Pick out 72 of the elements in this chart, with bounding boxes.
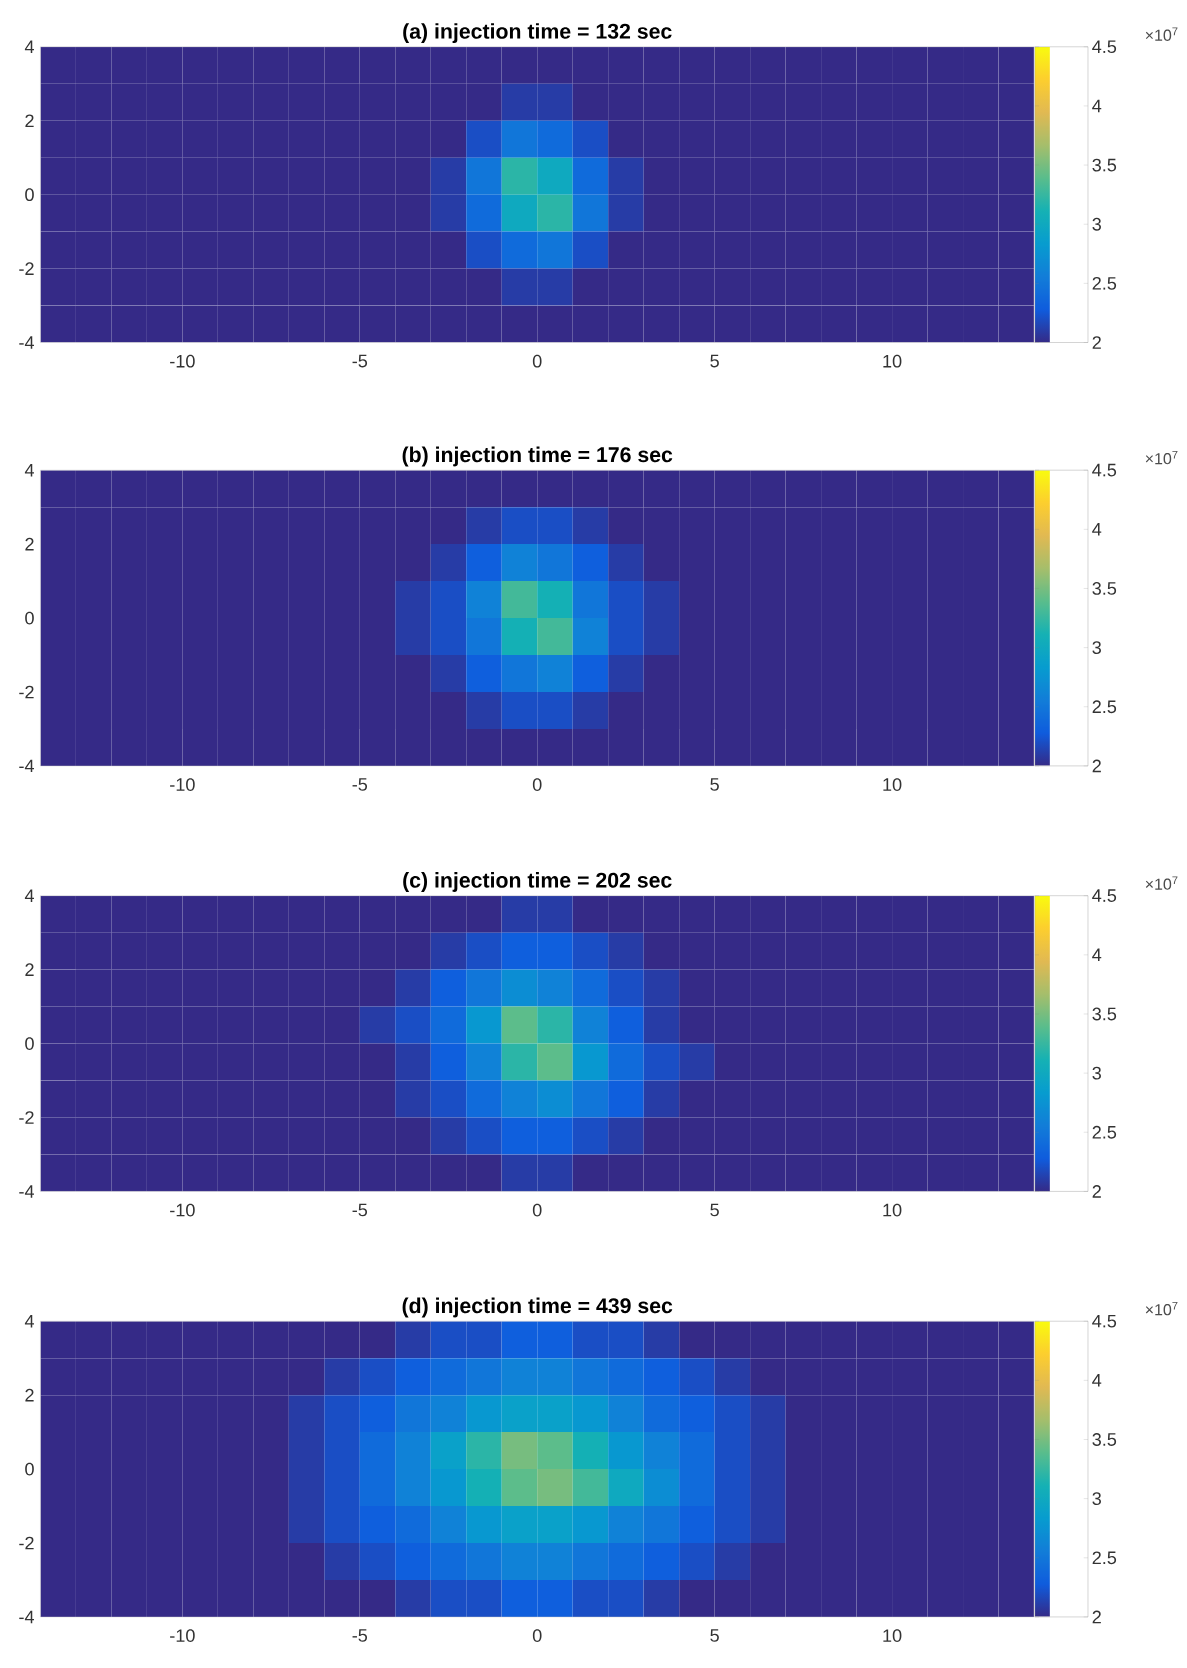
y-tick-label: -2: [19, 262, 34, 275]
color-bar-label: 3.5: [1092, 1433, 1117, 1446]
text: ×10$^{7}$: [1145, 450, 1178, 465]
color-bar-label: 3: [1092, 1492, 1101, 1506]
color-bar-label: 4: [1092, 99, 1102, 113]
x-tick-label: -5: [352, 1629, 367, 1642]
y-tick-label: -2: [19, 1111, 34, 1124]
color-bar-label: 2: [1092, 759, 1101, 773]
x-tick-label: 5: [710, 1203, 719, 1217]
x-tick-label: -10: [170, 354, 195, 368]
y-tick-label: 4: [24, 889, 34, 902]
y-tick-label: -4: [19, 1185, 34, 1198]
y-tick-label: 0: [25, 1462, 34, 1476]
y-tick-label: -2: [19, 685, 34, 699]
color-bar-label: 2: [1092, 1185, 1101, 1198]
chart-title: (b) injection time = 176 sec: [402, 446, 673, 467]
color-bar-label: 3.5: [1092, 158, 1117, 172]
x-tick-label: -10: [170, 1203, 195, 1217]
color-bar-label: 2: [1092, 336, 1101, 349]
chart-title: (c) injection time = 202 sec: [403, 872, 672, 892]
text: ×10$^{7}$: [1145, 876, 1178, 890]
x-tick-label: 10: [883, 354, 902, 368]
x-tick-label: 0: [532, 1629, 542, 1643]
y-tick-label: -2: [19, 1536, 34, 1550]
x-tick-label: 10: [883, 1203, 902, 1217]
color-bar-label: 2.5: [1092, 1125, 1117, 1139]
y-tick-label: 0: [25, 188, 34, 202]
y-tick-label: 2: [25, 114, 34, 128]
x-tick-label: -5: [352, 1203, 367, 1217]
y-tick-label: 0: [25, 1037, 34, 1050]
color-bar-label: 3.5: [1092, 1007, 1117, 1021]
color-bar-label: 2: [1092, 1610, 1101, 1624]
color-bar-label: 2.5: [1092, 700, 1117, 714]
color-bar-label: 4: [1092, 1374, 1102, 1387]
y-tick-label: 2: [25, 537, 34, 551]
color-bar-label: 4.5: [1092, 1314, 1117, 1328]
text: ×10$^{7}$: [1145, 27, 1178, 41]
x-tick-label: -5: [352, 778, 367, 791]
y-tick-label: 4: [24, 1314, 34, 1328]
x-tick-label: 10: [883, 1629, 902, 1643]
x-tick-label: 10: [883, 778, 902, 791]
y-tick-label: 4: [24, 463, 34, 477]
color-bar-label: 4: [1092, 948, 1102, 962]
color-bar-label: 2.5: [1092, 276, 1117, 290]
y-tick-label: 4: [24, 40, 34, 54]
x-tick-label: 5: [710, 1629, 719, 1642]
x-tick-label: -10: [170, 1629, 195, 1643]
color-bar-label: 4.5: [1092, 463, 1117, 477]
color-bar-label: 4.5: [1092, 40, 1117, 54]
color-bar-label: 2.5: [1092, 1551, 1117, 1565]
text: ×10$^{7}$: [1145, 1301, 1178, 1316]
x-tick-label: 0: [532, 354, 542, 368]
y-tick-label: -4: [19, 336, 34, 349]
y-tick-label: 0: [25, 611, 34, 625]
y-tick-label: 2: [25, 963, 34, 976]
y-tick-label: 2: [25, 1388, 34, 1402]
color-bar-label: 3.5: [1092, 582, 1117, 595]
x-tick-label: 0: [532, 1203, 542, 1217]
color-bar-label: 3: [1092, 1066, 1101, 1080]
color-bar-label: 4: [1092, 523, 1102, 536]
x-tick-label: -5: [352, 354, 367, 368]
y-tick-label: -4: [19, 759, 34, 773]
x-tick-label: -10: [170, 778, 195, 791]
chart-title: (d) injection time = 439 sec: [402, 1297, 673, 1318]
color-bar-label: 4.5: [1092, 889, 1117, 902]
x-tick-label: 5: [710, 778, 719, 791]
x-tick-label: 0: [532, 778, 542, 791]
chart-title: (a) injection time = 132 sec: [403, 23, 672, 44]
x-tick-label: 5: [710, 354, 719, 368]
color-bar-label: 3: [1092, 641, 1101, 655]
color-bar-label: 3: [1092, 217, 1101, 231]
y-tick-label: -4: [19, 1610, 34, 1624]
